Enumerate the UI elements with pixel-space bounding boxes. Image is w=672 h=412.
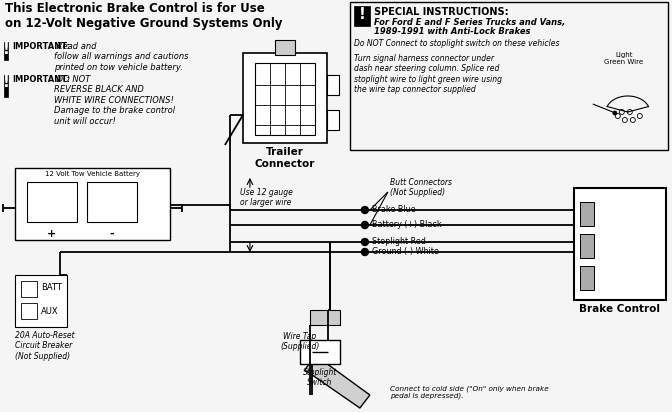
- Text: For Ford E and F Series Trucks and Vans,: For Ford E and F Series Trucks and Vans,: [374, 18, 565, 27]
- Circle shape: [613, 111, 617, 115]
- Circle shape: [362, 248, 368, 255]
- Circle shape: [362, 222, 368, 229]
- Text: Brake Blue: Brake Blue: [372, 205, 415, 214]
- Bar: [310, 310, 340, 325]
- Circle shape: [362, 206, 368, 213]
- Bar: [580, 234, 594, 258]
- Bar: [15, 275, 67, 327]
- Bar: [350, 2, 668, 150]
- Text: Wire Tap
(Supplied): Wire Tap (Supplied): [280, 332, 320, 351]
- Text: !: !: [3, 42, 9, 57]
- Text: DO NOT
REVERSE BLACK AND
WHITE WIRE CONNECTIONS!
Damage to the brake control
uni: DO NOT REVERSE BLACK AND WHITE WIRE CONN…: [54, 75, 175, 126]
- Bar: [4, 75, 8, 97]
- Bar: [300, 340, 340, 364]
- Bar: [87, 182, 137, 222]
- Bar: [21, 281, 37, 297]
- Bar: [15, 168, 170, 240]
- Bar: [580, 266, 594, 290]
- Bar: [327, 110, 339, 130]
- Text: IMPORTANT:: IMPORTANT:: [12, 42, 70, 51]
- Text: -: -: [110, 229, 114, 239]
- Bar: [327, 75, 339, 95]
- Polygon shape: [305, 355, 370, 408]
- Circle shape: [309, 349, 315, 355]
- Text: SPECIAL INSTRUCTIONS:: SPECIAL INSTRUCTIONS:: [374, 7, 509, 17]
- Text: Light
Green Wire: Light Green Wire: [604, 52, 643, 65]
- Bar: [255, 63, 315, 135]
- Bar: [275, 40, 295, 55]
- Text: Use 12 gauge
or larger wire: Use 12 gauge or larger wire: [240, 188, 293, 207]
- Circle shape: [325, 349, 331, 355]
- Text: 20A Auto-Reset
Circuit Breaker
(Not Supplied): 20A Auto-Reset Circuit Breaker (Not Supp…: [15, 331, 75, 361]
- Bar: [243, 53, 327, 143]
- Text: IMPORTANT:: IMPORTANT:: [12, 75, 70, 84]
- Text: Connect to cold side ("On" only when brake
pedal is depressed).: Connect to cold side ("On" only when bra…: [390, 385, 548, 399]
- Text: 1989-1991 with Anti-Lock Brakes: 1989-1991 with Anti-Lock Brakes: [374, 27, 530, 36]
- Text: Turn signal harness connector under
dash near steering column. Splice red
stopli: Turn signal harness connector under dash…: [354, 54, 502, 94]
- Text: Trailer
Connector: Trailer Connector: [255, 147, 315, 169]
- Bar: [580, 202, 594, 226]
- Text: Butt Connectors
(Not Supplied): Butt Connectors (Not Supplied): [390, 178, 452, 197]
- Text: Battery (+) Black: Battery (+) Black: [372, 220, 442, 229]
- Text: Stoplight Red: Stoplight Red: [372, 237, 426, 246]
- Text: Do NOT Connect to stoplight switch on these vehicles: Do NOT Connect to stoplight switch on th…: [354, 39, 559, 48]
- Text: AUX: AUX: [41, 307, 58, 316]
- Text: Read and
follow all warnings and cautions
printed on tow vehicle battery.: Read and follow all warnings and caution…: [54, 42, 188, 72]
- Text: Ground (-) White: Ground (-) White: [372, 247, 439, 256]
- Bar: [4, 42, 8, 60]
- Bar: [574, 188, 666, 300]
- Circle shape: [362, 239, 368, 246]
- Text: Brake Control: Brake Control: [579, 304, 661, 314]
- Text: This Electronic Brake Control is for Use
on 12-Volt Negative Ground Systems Only: This Electronic Brake Control is for Use…: [5, 2, 282, 30]
- Bar: [27, 182, 77, 222]
- Bar: [21, 303, 37, 319]
- Text: !: !: [3, 75, 9, 90]
- Bar: [354, 6, 370, 26]
- Text: BATT: BATT: [41, 283, 62, 292]
- Text: +: +: [47, 229, 56, 239]
- Text: 12 Volt Tow Vehicle Battery: 12 Volt Tow Vehicle Battery: [45, 171, 140, 177]
- Text: !: !: [358, 7, 366, 22]
- Text: Stoplight
Switch: Stoplight Switch: [302, 368, 337, 387]
